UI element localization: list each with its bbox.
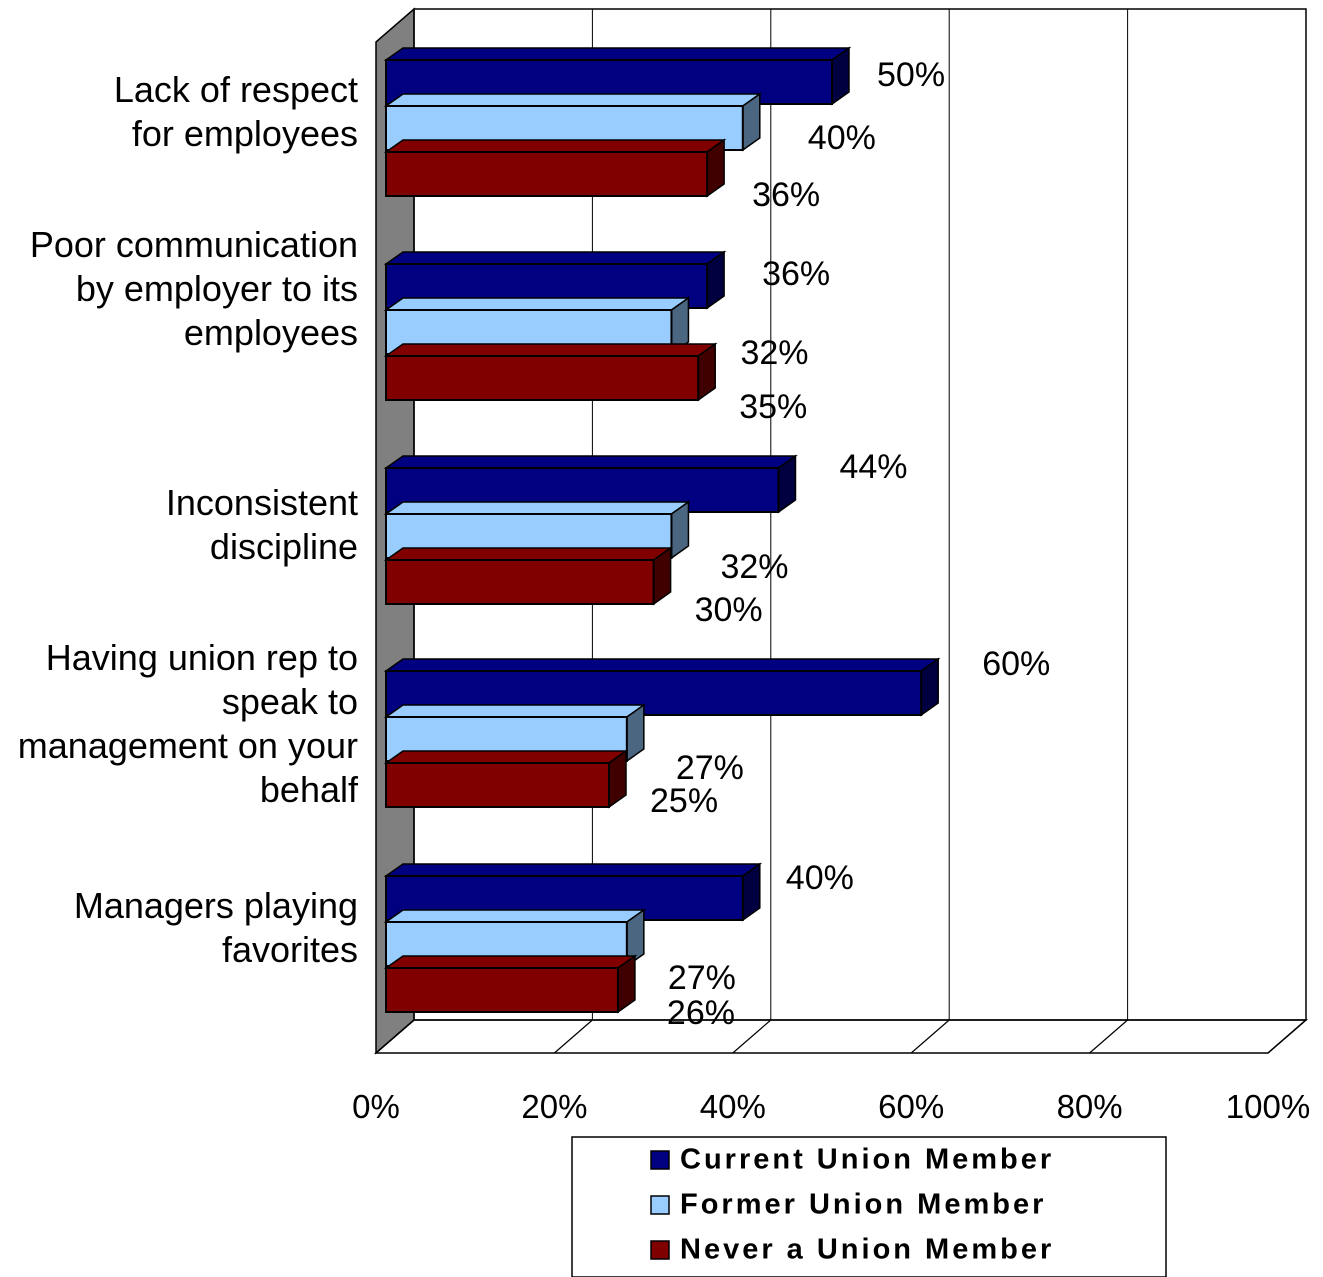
bar-top xyxy=(383,501,691,515)
legend-label: Never a Union Member xyxy=(680,1234,1054,1266)
bar-top xyxy=(383,455,798,469)
bar-top xyxy=(383,658,941,672)
bar-front xyxy=(385,967,619,1013)
category-label: Having union rep to speak to management on… xyxy=(18,637,359,810)
bar xyxy=(383,749,629,809)
bar xyxy=(383,138,727,198)
x-tick-label: 20% xyxy=(521,1088,587,1125)
floor xyxy=(373,1019,1309,1054)
x-tick-label: 0% xyxy=(352,1088,400,1125)
data-label: 32% xyxy=(740,334,808,372)
legend-swatch xyxy=(650,1195,670,1215)
bar-top xyxy=(383,704,647,718)
x-tick-label: 100% xyxy=(1226,1088,1310,1125)
bar-front xyxy=(385,762,610,808)
bar-top xyxy=(383,863,763,877)
category-labels: Lack of respect for employees Poor communi… xyxy=(18,69,359,970)
bar xyxy=(383,546,673,606)
data-label: 36% xyxy=(762,255,830,293)
category-label: Lack of respect for employees xyxy=(114,69,358,154)
data-label: 36% xyxy=(752,176,820,214)
data-label: 25% xyxy=(650,782,718,820)
bar-front xyxy=(385,559,655,605)
legend-label: Former Union Member xyxy=(680,1189,1046,1221)
bar-front xyxy=(385,151,709,197)
category-label: Inconsistent discipline xyxy=(166,482,358,567)
data-label: 40% xyxy=(786,859,854,897)
bar xyxy=(383,342,718,402)
x-tick-label: 80% xyxy=(1057,1088,1123,1125)
bar-top xyxy=(383,750,629,764)
category-label: Poor communication by employer to its empl… xyxy=(30,224,358,353)
floor-tick xyxy=(910,1019,950,1054)
x-axis-ticks: 0% 20% 40% 60% 80% 100% xyxy=(352,1088,1310,1125)
category-label: Managers playing favorites xyxy=(74,885,358,970)
floor-tick xyxy=(554,1019,593,1054)
floor-tick xyxy=(1267,1019,1307,1054)
x-tick-label: 40% xyxy=(700,1088,766,1125)
data-label: 27% xyxy=(668,959,736,997)
bar-top xyxy=(383,547,673,561)
bar-top xyxy=(383,343,718,357)
bar-top xyxy=(383,251,727,265)
x-tick-label: 60% xyxy=(878,1088,944,1125)
chart-bars: 50% 36% 44% 60% 40% 40% 32% 32% 27% 27% 36% 35% 30% 2… xyxy=(383,46,1050,1032)
legend-label: Current Union Member xyxy=(680,1144,1054,1176)
data-label: 44% xyxy=(839,448,907,486)
legend-swatch xyxy=(650,1150,670,1170)
floor-tick xyxy=(732,1019,772,1054)
floor-tick xyxy=(375,1019,415,1054)
bar-top xyxy=(383,955,638,969)
legend-swatch xyxy=(650,1240,670,1260)
legend: Current Union Member Former Union Member N… xyxy=(571,1136,1167,1277)
bar-top xyxy=(383,297,691,311)
data-label: 60% xyxy=(982,645,1050,683)
bar-top xyxy=(383,139,727,153)
bar-top xyxy=(383,47,852,61)
floor-tick xyxy=(1089,1019,1128,1054)
bar xyxy=(383,954,638,1014)
bar-top xyxy=(383,93,763,107)
bar-front xyxy=(385,355,700,401)
legend-box xyxy=(571,1136,1167,1277)
data-label: 32% xyxy=(720,548,788,586)
data-label: 35% xyxy=(739,388,807,426)
data-label: 26% xyxy=(667,994,735,1032)
data-label: 50% xyxy=(877,56,945,94)
data-label: 30% xyxy=(695,591,763,629)
bar-top xyxy=(383,909,647,923)
data-label: 27% xyxy=(676,749,744,787)
data-label: 40% xyxy=(808,119,876,157)
